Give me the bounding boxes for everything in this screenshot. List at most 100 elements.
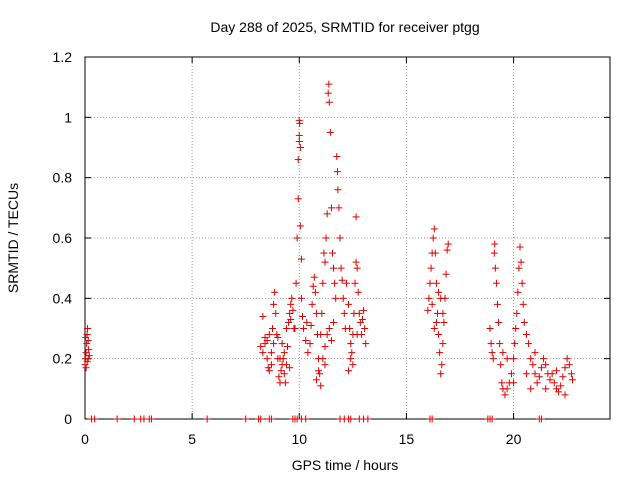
data-point bbox=[513, 309, 521, 317]
data-point bbox=[443, 246, 451, 254]
y-tick-label: 1.2 bbox=[53, 49, 73, 65]
data-point bbox=[511, 340, 519, 348]
data-point bbox=[263, 355, 271, 363]
data-point bbox=[85, 352, 93, 360]
data-point bbox=[317, 331, 325, 339]
data-point bbox=[495, 318, 503, 326]
data-point bbox=[510, 379, 518, 387]
data-point bbox=[307, 321, 315, 329]
data-point bbox=[323, 331, 331, 339]
data-point bbox=[259, 349, 267, 357]
data-point bbox=[555, 388, 563, 396]
data-point bbox=[327, 204, 335, 212]
data-point bbox=[312, 376, 320, 384]
data-point bbox=[531, 370, 539, 378]
data-point bbox=[83, 340, 91, 348]
data-point bbox=[267, 415, 275, 423]
data-point bbox=[438, 361, 446, 369]
data-point bbox=[284, 343, 291, 351]
data-point bbox=[288, 294, 296, 302]
data-point bbox=[561, 364, 569, 372]
data-point bbox=[270, 340, 278, 348]
data-point bbox=[516, 243, 524, 251]
data-point bbox=[353, 264, 361, 272]
data-point bbox=[306, 340, 314, 348]
data-point bbox=[431, 249, 439, 257]
data-point bbox=[503, 385, 511, 393]
data-point bbox=[548, 370, 556, 378]
data-point bbox=[489, 355, 497, 363]
data-point bbox=[567, 370, 575, 378]
data-point bbox=[496, 340, 504, 348]
data-point bbox=[498, 379, 506, 387]
data-point bbox=[428, 415, 436, 423]
data-point bbox=[286, 364, 294, 372]
data-point bbox=[542, 361, 550, 369]
data-point bbox=[289, 306, 297, 314]
data-point bbox=[261, 334, 269, 342]
data-point bbox=[278, 340, 286, 348]
data-point bbox=[525, 340, 533, 348]
data-point bbox=[272, 309, 280, 317]
data-point bbox=[550, 379, 558, 387]
data-point bbox=[514, 288, 522, 296]
data-point bbox=[522, 370, 530, 378]
data-point bbox=[427, 264, 435, 272]
data-point bbox=[537, 415, 545, 423]
y-tick-label: 0.2 bbox=[53, 351, 73, 367]
data-point bbox=[487, 340, 495, 348]
chart-title: Day 288 of 2025, SRMTID for receiver ptg… bbox=[210, 19, 479, 35]
data-point bbox=[91, 415, 99, 423]
data-point bbox=[330, 318, 338, 326]
data-point bbox=[439, 309, 447, 317]
data-point bbox=[501, 391, 509, 399]
data-point bbox=[522, 331, 530, 339]
data-point bbox=[497, 361, 505, 369]
data-point bbox=[527, 385, 535, 393]
data-point bbox=[297, 294, 305, 302]
data-point bbox=[546, 376, 554, 384]
data-point bbox=[557, 382, 565, 390]
data-point bbox=[359, 315, 366, 323]
data-point bbox=[330, 264, 338, 272]
data-point bbox=[503, 355, 511, 363]
data-point bbox=[540, 355, 548, 363]
x-tick-label: 0 bbox=[81, 431, 89, 447]
data-point bbox=[265, 331, 273, 339]
data-point bbox=[323, 210, 331, 218]
x-tick-label: 15 bbox=[399, 431, 415, 447]
data-point bbox=[83, 358, 91, 366]
data-point bbox=[428, 300, 436, 308]
data-point bbox=[542, 385, 550, 393]
data-point bbox=[518, 279, 526, 287]
data-point bbox=[242, 415, 250, 423]
data-point bbox=[325, 325, 333, 332]
data-point bbox=[299, 312, 306, 320]
data-point bbox=[295, 131, 303, 139]
data-point bbox=[430, 225, 438, 233]
data-point bbox=[519, 300, 527, 308]
data-point bbox=[317, 382, 325, 390]
data-point bbox=[561, 391, 569, 399]
data-point bbox=[309, 282, 317, 290]
data-point bbox=[287, 315, 295, 323]
data-point bbox=[424, 306, 432, 314]
y-tick-label: 0.6 bbox=[53, 230, 73, 246]
data-point bbox=[529, 361, 537, 369]
data-point bbox=[329, 249, 336, 257]
data-point bbox=[327, 337, 335, 345]
data-point bbox=[510, 355, 518, 363]
data-point bbox=[203, 415, 211, 423]
data-point bbox=[435, 331, 443, 339]
data-point bbox=[275, 373, 283, 381]
data-point bbox=[552, 367, 560, 375]
data-point bbox=[362, 340, 370, 348]
data-point bbox=[267, 349, 275, 357]
data-point bbox=[265, 367, 273, 375]
data-point bbox=[494, 300, 501, 308]
data-points bbox=[81, 80, 576, 423]
data-point bbox=[333, 153, 341, 161]
data-point bbox=[520, 318, 528, 326]
data-point bbox=[267, 361, 275, 369]
data-point bbox=[280, 349, 288, 357]
